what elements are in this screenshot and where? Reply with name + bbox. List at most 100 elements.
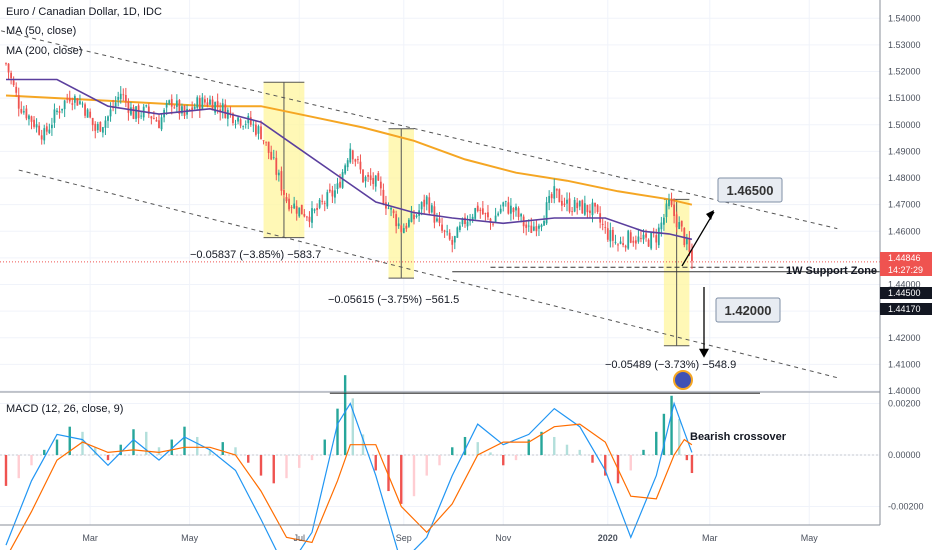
macd-histogram-bar [106, 455, 110, 461]
candle-body [321, 200, 324, 202]
macd-legend[interactable]: MACD (12, 26, close, 9) [6, 403, 124, 415]
candle-body [561, 200, 563, 206]
candle-body [627, 230, 630, 249]
price-tick-label: 1.53000 [888, 40, 921, 50]
candle-body [629, 232, 632, 243]
candle-body [96, 123, 99, 131]
candle-body [673, 204, 675, 217]
candle-body [487, 212, 489, 218]
candle-body [614, 241, 617, 243]
candle-body [568, 198, 571, 212]
candle-body [232, 113, 234, 123]
time-tick-label: Sep [396, 533, 412, 543]
candle-body [295, 206, 298, 214]
price-tick-label: 1.47000 [888, 200, 921, 210]
candle-body [107, 116, 109, 121]
candle-body [298, 207, 301, 217]
time-tick-label: Mar [82, 533, 98, 543]
candle-body [114, 102, 117, 107]
candle-body [255, 124, 257, 135]
macd-histogram-bar [208, 449, 212, 455]
candle-body [160, 117, 163, 130]
arrow-head-down [699, 348, 709, 358]
candle-body [12, 80, 15, 86]
candle-body [84, 104, 86, 116]
candle-body [33, 119, 35, 127]
candle-body [7, 63, 10, 73]
candle-body [433, 206, 436, 223]
candle-body [99, 121, 102, 132]
price-tick-label: 1.42000 [888, 333, 921, 343]
candle-body [311, 208, 313, 223]
candle-body [91, 117, 94, 126]
candle-body [124, 94, 127, 102]
candle-body [566, 199, 568, 204]
macd-histogram-bar [540, 431, 543, 455]
candle-body [175, 100, 178, 107]
candle-body [448, 232, 451, 240]
macd-histogram-bar [351, 398, 354, 455]
candle-body [543, 220, 545, 226]
candle-body [38, 125, 41, 135]
candle-body [589, 210, 591, 214]
candle-body [497, 213, 500, 216]
candle-body [479, 209, 482, 211]
candle-body [555, 188, 558, 191]
candle-body [117, 96, 120, 100]
candle-body [328, 189, 331, 192]
macd-histogram-bar [578, 449, 581, 455]
candle-body [308, 216, 311, 222]
macd-histogram-bar [670, 395, 673, 455]
candle-body [578, 200, 581, 207]
candle-body [438, 218, 441, 223]
price-tick-label: 1.46000 [888, 226, 921, 236]
macd-histogram-bar [17, 455, 20, 479]
candle-body [517, 208, 520, 218]
measurement-label-drop2: −0.05615 (−3.75%) −561.5 [328, 294, 459, 306]
level-tag-low-label: 1.44170 [888, 304, 921, 314]
candle-body [61, 108, 63, 111]
ma200-line [5, 94, 693, 206]
candle-body [249, 117, 252, 125]
candle-body [576, 202, 579, 209]
macd-histogram-bar [662, 413, 666, 455]
candle-body [51, 124, 53, 129]
candle-body [214, 102, 216, 113]
candle-body [660, 222, 663, 230]
candle-body [471, 216, 474, 221]
candle-body [17, 95, 20, 109]
candle-body [196, 97, 199, 108]
ma50-legend[interactable]: MA (50, close) [6, 25, 77, 37]
macd-histogram-bar [68, 426, 71, 455]
candle-body [453, 236, 456, 243]
candle-body [275, 157, 278, 175]
candle-body [145, 105, 148, 107]
ma50-layer [6, 78, 693, 241]
candle-body [209, 99, 211, 105]
candle-body [306, 216, 308, 218]
candle-body [476, 205, 479, 211]
candle-body [489, 218, 492, 223]
candle-body [609, 230, 612, 242]
candle-body [351, 150, 354, 160]
candle-body [410, 212, 413, 222]
candle-body [300, 204, 303, 215]
candle-body [204, 99, 206, 103]
macd-line [5, 401, 693, 555]
candle-body [326, 192, 329, 207]
macd-histogram-bar [183, 426, 186, 455]
candle-body [395, 214, 398, 227]
candle-body [30, 116, 33, 122]
candle-body [252, 124, 255, 126]
symbol-title[interactable]: Euro / Canadian Dollar, 1D, IDC [6, 6, 162, 18]
candle-body [637, 236, 640, 242]
candle-body [604, 227, 607, 228]
candle-body [193, 106, 196, 109]
macd-histogram-bar [451, 447, 454, 455]
ma200-legend[interactable]: MA (200, close) [6, 45, 83, 57]
candle-body [20, 108, 23, 113]
candle-body [168, 100, 171, 104]
macd-histogram-bar [685, 455, 689, 461]
candle-body [474, 208, 477, 219]
macd-histogram-bar [655, 431, 658, 455]
